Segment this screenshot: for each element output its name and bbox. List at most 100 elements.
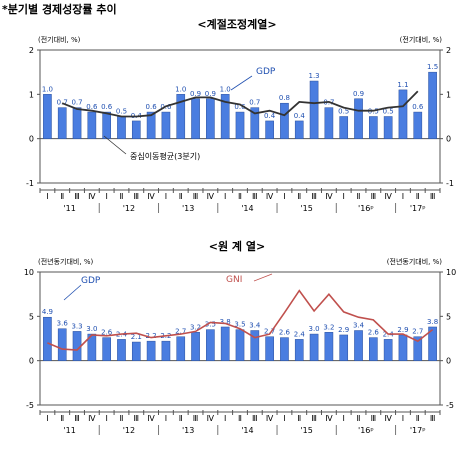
gdp-data-label: 3.5 bbox=[205, 321, 216, 329]
y-axis-label-right: (전기대비, %) bbox=[400, 35, 443, 44]
gdp-bar bbox=[43, 94, 52, 139]
gdp-data-label: 2.7 bbox=[412, 328, 423, 336]
gdp-bar bbox=[206, 329, 215, 361]
gni-annotation-leader bbox=[253, 273, 273, 282]
gdp-bar bbox=[191, 332, 200, 361]
x-tick-label-quarter: Ⅰ bbox=[343, 414, 345, 423]
y-tick-label-right: 5 bbox=[446, 312, 451, 321]
x-tick-label-quarter: Ⅲ bbox=[430, 414, 436, 423]
x-tick-label-quarter: Ⅲ bbox=[311, 414, 317, 423]
gdp-bar bbox=[176, 94, 186, 139]
gdp-bar bbox=[72, 107, 82, 139]
gdp-data-label: 0.6 bbox=[234, 103, 246, 111]
gdp-bar bbox=[354, 98, 363, 139]
gdp-bar bbox=[57, 107, 67, 139]
y-axis-label-left: (전년동기대비, %) bbox=[38, 257, 93, 266]
x-tick-label-quarter: Ⅰ bbox=[343, 192, 345, 201]
y-axis-label-left: (전기대비, %) bbox=[38, 35, 81, 44]
gdp-data-label: 1.0 bbox=[42, 85, 53, 93]
x-tick-label-year: '12 bbox=[123, 426, 135, 435]
gdp-data-label: 1.3 bbox=[309, 72, 320, 80]
gdp-annotation: GDP bbox=[81, 276, 101, 286]
x-tick-label-quarter: Ⅱ bbox=[238, 414, 242, 423]
gdp-bar bbox=[383, 339, 393, 361]
gdp-data-label: 0.5 bbox=[383, 108, 394, 116]
gdp-data-label: 0.6 bbox=[146, 103, 158, 111]
x-tick-label-quarter: Ⅲ bbox=[430, 192, 436, 201]
gdp-bar bbox=[220, 94, 230, 139]
x-tick-label-quarter: Ⅳ bbox=[384, 192, 392, 201]
gdp-bar bbox=[102, 337, 111, 361]
x-tick-label-quarter: Ⅲ bbox=[74, 192, 80, 201]
gdp-data-label: 0.7 bbox=[57, 99, 68, 107]
gdp-bar bbox=[102, 111, 111, 139]
gdp-data-label: 1.5 bbox=[427, 63, 438, 71]
y-axis-label-right: (전년동기대비, %) bbox=[387, 257, 442, 266]
gdp-bar bbox=[206, 98, 215, 139]
x-tick-label-quarter: Ⅳ bbox=[207, 414, 215, 423]
gdp-data-label: 0.6 bbox=[412, 103, 424, 111]
moving-average-annotation: 중심이동평균(3분기) bbox=[130, 151, 200, 161]
gdp-bar bbox=[117, 339, 126, 361]
gdp-data-label: 2.7 bbox=[175, 328, 186, 336]
y-tick-label-right: 0 bbox=[446, 135, 451, 144]
gdp-bar bbox=[339, 116, 349, 139]
gdp-bar bbox=[146, 340, 156, 361]
y-tick-label-left: -1 bbox=[26, 179, 34, 188]
x-tick-label-quarter: Ⅳ bbox=[88, 192, 96, 201]
gdp-data-label: 3.0 bbox=[309, 325, 320, 333]
x-tick-label-quarter: Ⅰ bbox=[402, 414, 404, 423]
gdp-bar bbox=[235, 329, 245, 361]
gdp-bar bbox=[413, 111, 423, 139]
x-tick-label-quarter: Ⅳ bbox=[266, 414, 274, 423]
gdp-data-label: 4.9 bbox=[42, 308, 53, 316]
gdp-data-label: 3.5 bbox=[234, 321, 245, 329]
gdp-data-label: 0.8 bbox=[279, 94, 290, 102]
x-tick-label-quarter: Ⅱ bbox=[297, 192, 301, 201]
x-tick-label-year: '17ᵖ bbox=[410, 204, 426, 213]
gdp-annotation-leader bbox=[230, 75, 253, 91]
gdp-data-label: 2.1 bbox=[131, 333, 142, 341]
gdp-data-label: 0.6 bbox=[86, 103, 98, 111]
gdp-data-label: 0.9 bbox=[353, 90, 364, 98]
gdp-bar bbox=[220, 326, 230, 361]
gdp-data-label: 1.1 bbox=[397, 81, 408, 89]
gdp-bar bbox=[280, 337, 289, 361]
gdp-data-label: 3.4 bbox=[249, 322, 261, 330]
gdp-data-label: 2.6 bbox=[279, 329, 291, 337]
gdp-data-label: 3.8 bbox=[427, 318, 438, 326]
gdp-bar bbox=[176, 336, 186, 361]
gdp-bar bbox=[87, 111, 97, 139]
x-tick-label-quarter: Ⅰ bbox=[165, 414, 167, 423]
x-tick-label-year: '11 bbox=[63, 204, 75, 213]
y-tick-label-left: 5 bbox=[29, 312, 34, 321]
gdp-bar bbox=[57, 328, 67, 361]
x-tick-label-year: '15 bbox=[300, 426, 312, 435]
x-tick-label-quarter: Ⅲ bbox=[371, 192, 377, 201]
chart-title-original: <원 계 열> bbox=[208, 240, 266, 253]
x-tick-label-quarter: Ⅰ bbox=[46, 414, 48, 423]
gdp-bar bbox=[383, 116, 393, 139]
x-tick-label-quarter: Ⅱ bbox=[416, 192, 420, 201]
gdp-bar bbox=[339, 334, 349, 361]
chart-title-seasonal: <계절조정계열> bbox=[197, 18, 277, 31]
y-tick-label-right: -5 bbox=[446, 401, 454, 410]
x-tick-label-quarter: Ⅲ bbox=[193, 414, 199, 423]
gdp-bar bbox=[235, 111, 245, 139]
gdp-bar bbox=[309, 333, 319, 361]
gdp-bar bbox=[250, 330, 260, 361]
gdp-bar bbox=[117, 116, 126, 139]
y-tick-label-left: 2 bbox=[29, 46, 34, 55]
gni-line bbox=[47, 289, 434, 351]
x-tick-label-quarter: Ⅰ bbox=[105, 192, 107, 201]
x-tick-label-quarter: Ⅱ bbox=[60, 192, 64, 201]
gdp-bar bbox=[265, 336, 274, 361]
gdp-bar bbox=[43, 316, 52, 361]
y-tick-label-right: 0 bbox=[446, 357, 451, 366]
x-tick-label-quarter: Ⅱ bbox=[357, 192, 361, 201]
gdp-bar bbox=[146, 111, 156, 139]
x-tick-label-quarter: Ⅱ bbox=[179, 192, 183, 201]
x-tick-label-quarter: Ⅳ bbox=[266, 192, 274, 201]
x-tick-label-quarter: Ⅱ bbox=[238, 192, 242, 201]
y-tick-label-right: 10 bbox=[446, 268, 456, 277]
